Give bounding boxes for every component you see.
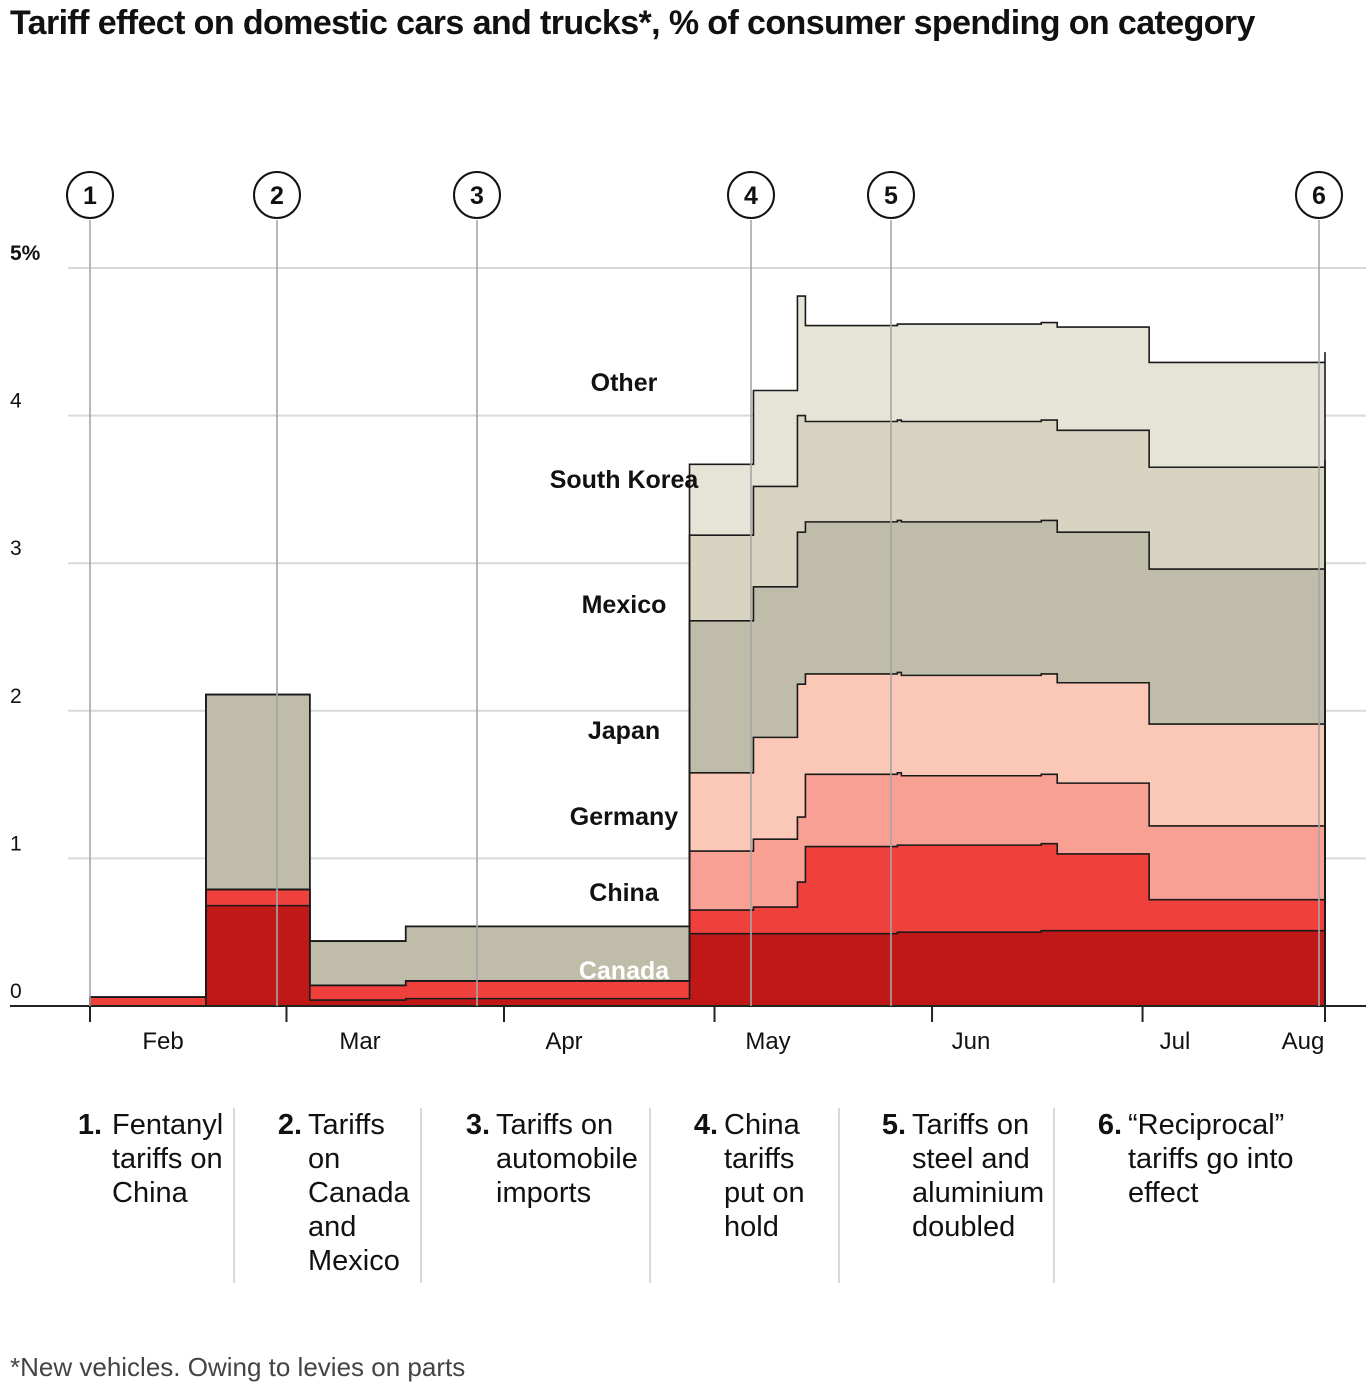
- event-5-number: 5: [884, 182, 898, 210]
- note-separator: [233, 1108, 235, 1283]
- chart-title: Tariff effect on domestic cars and truck…: [10, 4, 1255, 42]
- note-6-number: 6.: [1097, 1109, 1122, 1141]
- event-notes: 1. Fentanyl tariffs on China 2. Tariffs …: [0, 1108, 1372, 1283]
- note-5: 5. Tariffs on steel and aluminium double…: [872, 1108, 1052, 1283]
- series-label-other: Other: [591, 369, 658, 397]
- event-4-number: 4: [744, 182, 758, 210]
- event-6-number: 6: [1312, 182, 1326, 210]
- y-tick-label: 5%: [10, 242, 41, 265]
- note-5-number: 5.: [881, 1109, 906, 1141]
- area-canada: [90, 905, 1325, 1006]
- series-label-china: China: [589, 879, 660, 907]
- y-tick-label: 2: [10, 685, 22, 708]
- x-tick-label-jun: Jun: [952, 1028, 991, 1055]
- event-6-circle: [1295, 171, 1343, 219]
- note-1: 1. Fentanyl tariffs on China: [72, 1108, 232, 1283]
- x-tick-label-may: May: [745, 1028, 790, 1055]
- area-china: [90, 843, 1325, 1006]
- note-separator: [838, 1108, 840, 1283]
- outline-japan: [89, 671, 1326, 1006]
- note-separator: [1053, 1108, 1055, 1283]
- area-mexico: [90, 520, 1325, 998]
- footnote: *New vehicles. Owing to levies on parts: [10, 1352, 466, 1382]
- note-3-number: 3.: [465, 1109, 490, 1141]
- note-6-text: “Reciprocal” tariffs go into effect: [1128, 1109, 1294, 1209]
- series-label-south-korea: South Korea: [550, 466, 700, 494]
- note-6: 6. “Reciprocal” tariffs go into effect: [1088, 1108, 1358, 1283]
- note-2: 2. Tariffs on Canada and Mexico: [268, 1108, 418, 1283]
- x-tick-label-aug: Aug: [1282, 1028, 1325, 1055]
- area-other: [90, 296, 1325, 998]
- stacked-area-chart: 0 1 2 3 4 5% Feb Mar Apr May Jun Jul Aug 1 2 3 4 5 6 Canada…: [10, 171, 1366, 1055]
- x-tick-label-feb: Feb: [142, 1028, 183, 1055]
- y-tick-label: 4: [10, 390, 22, 413]
- series-label-japan: Japan: [588, 717, 660, 745]
- note-4-number: 4.: [693, 1109, 718, 1141]
- note-3-text: Tariffs on automobile imports: [496, 1109, 638, 1209]
- series-label-germany: Germany: [570, 803, 678, 831]
- outline-other: [89, 295, 1326, 1006]
- note-separator: [420, 1108, 422, 1283]
- event-3-circle: [453, 171, 501, 219]
- x-tick-label-mar: Mar: [339, 1028, 380, 1055]
- event-2-number: 2: [270, 182, 284, 210]
- note-5-text: Tariffs on steel and aluminium doubled: [912, 1109, 1045, 1243]
- note-1-text: Fentanyl tariffs on China: [112, 1109, 224, 1209]
- note-4: 4. China tariffs put on hold: [684, 1108, 834, 1283]
- series-label-mexico: Mexico: [582, 591, 667, 619]
- series-label-canada: Canada: [579, 957, 670, 985]
- x-tick-label-jul: Jul: [1160, 1028, 1191, 1055]
- note-separator: [649, 1108, 651, 1283]
- y-tick-label: 3: [10, 537, 22, 560]
- event-5-circle: [867, 171, 915, 219]
- area-germany: [90, 772, 1325, 998]
- x-tick-label-apr: Apr: [545, 1028, 582, 1055]
- note-4-text: China tariffs put on hold: [724, 1109, 805, 1243]
- area-japan: [90, 672, 1325, 998]
- note-2-text: Tariffs on Canada and Mexico: [308, 1109, 410, 1277]
- y-tick-label: 1: [10, 832, 22, 855]
- event-4-circle: [727, 171, 775, 219]
- event-2-circle: [253, 171, 301, 219]
- area-south-korea: [90, 415, 1325, 998]
- note-1-number: 1.: [77, 1109, 102, 1141]
- note-2-number: 2.: [277, 1109, 302, 1141]
- note-3: 3. Tariffs on automobile imports: [456, 1108, 646, 1283]
- event-3-number: 3: [470, 182, 484, 210]
- event-1-circle: [66, 171, 114, 219]
- event-1-number: 1: [83, 182, 97, 210]
- y-tick-label: 0: [10, 980, 22, 1003]
